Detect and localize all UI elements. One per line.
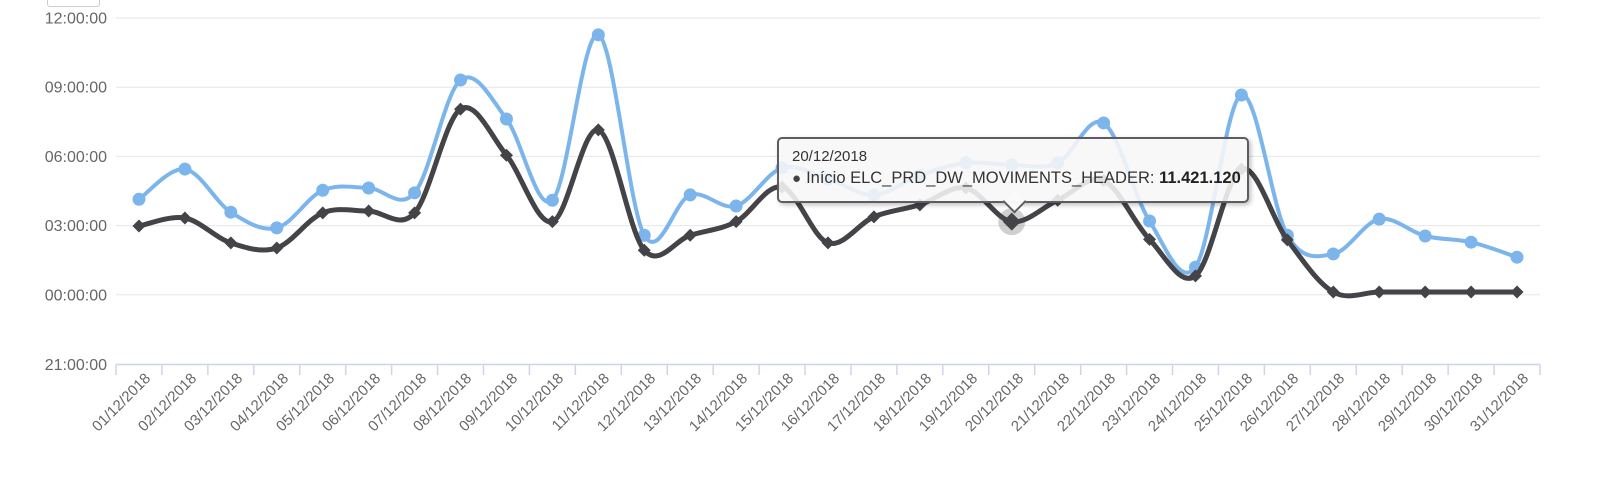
tooltip-series-line: ● Início ELC_PRD_DW_MOVIMENTS_HEADER: 11.… (792, 166, 1247, 191)
data-point-diamond[interactable] (270, 241, 284, 255)
data-point-circle[interactable] (1464, 235, 1478, 249)
data-point-circle[interactable] (1234, 88, 1248, 102)
data-point-diamond[interactable] (867, 210, 881, 224)
data-point-diamond[interactable] (1418, 285, 1432, 299)
data-point-diamond[interactable] (132, 219, 146, 233)
data-point-circle[interactable] (270, 221, 284, 235)
data-point-diamond[interactable] (545, 215, 559, 229)
tooltip-date: 20/12/2018 (792, 148, 868, 165)
data-point-diamond[interactable] (1372, 285, 1386, 299)
data-point-circle[interactable] (362, 181, 376, 195)
data-point-circle[interactable] (454, 73, 468, 87)
data-point-diamond[interactable] (1143, 232, 1157, 246)
data-point-diamond[interactable] (362, 204, 376, 218)
data-point-circle[interactable] (637, 228, 651, 242)
data-point-diamond[interactable] (821, 236, 835, 250)
data-point-circle[interactable] (591, 28, 605, 42)
data-point-circle[interactable] (499, 112, 513, 126)
y-axis-label: 03:00:00 (45, 218, 107, 235)
data-point-circle[interactable] (1143, 214, 1157, 228)
data-point-circle[interactable] (545, 193, 559, 207)
data-point-circle[interactable] (408, 186, 422, 200)
data-point-diamond[interactable] (1326, 285, 1340, 299)
data-point-diamond[interactable] (1464, 285, 1478, 299)
data-point-circle[interactable] (1418, 229, 1432, 243)
data-point-diamond[interactable] (591, 123, 605, 137)
series-line-dark[interactable] (136, 105, 1520, 299)
data-point-diamond[interactable] (1188, 269, 1202, 283)
data-point-diamond[interactable] (683, 228, 697, 242)
y-axis-label: 09:00:00 (45, 80, 107, 97)
data-point-diamond[interactable] (408, 206, 422, 220)
data-point-circle[interactable] (224, 205, 238, 219)
tooltip-separator: : (1149, 169, 1160, 187)
data-point-circle[interactable] (316, 183, 330, 197)
y-axis-label: 06:00:00 (45, 149, 107, 166)
data-point-circle[interactable] (1326, 247, 1340, 261)
data-point-diamond[interactable] (316, 206, 330, 220)
chart-tooltip: 20/12/2018 ● Início ELC_PRD_DW_MOVIMENTS_… (777, 137, 1249, 214)
data-point-diamond[interactable] (499, 148, 513, 162)
y-axis-label: 21:00:00 (45, 357, 107, 374)
data-point-circle[interactable] (1372, 212, 1386, 226)
data-point-circle[interactable] (132, 192, 146, 206)
data-point-diamond[interactable] (454, 102, 468, 116)
data-point-diamond[interactable] (178, 211, 192, 225)
y-axis-label: 00:00:00 (45, 287, 107, 304)
data-point-circle[interactable] (729, 199, 743, 213)
data-point-diamond[interactable] (729, 215, 743, 229)
data-point-diamond[interactable] (1510, 285, 1524, 299)
data-point-diamond[interactable] (224, 236, 238, 250)
tooltip-value: 11.421.120 (1159, 169, 1241, 187)
tooltip-series-label: Início ELC_PRD_DW_MOVIMENTS_HEADER (806, 169, 1150, 187)
data-point-diamond[interactable] (637, 243, 651, 257)
data-point-circle[interactable] (178, 162, 192, 176)
data-point-diamond-hovered[interactable] (1002, 212, 1021, 231)
series-bullet-icon: ● (792, 170, 802, 187)
data-point-circle[interactable] (1510, 250, 1524, 264)
data-point-circle[interactable] (683, 188, 697, 202)
data-point-diamond[interactable] (1280, 233, 1294, 247)
y-axis-label: 12:00:00 (45, 11, 107, 28)
cropped-toolbar-button[interactable] (47, 0, 100, 7)
data-point-circle[interactable] (1097, 116, 1111, 130)
